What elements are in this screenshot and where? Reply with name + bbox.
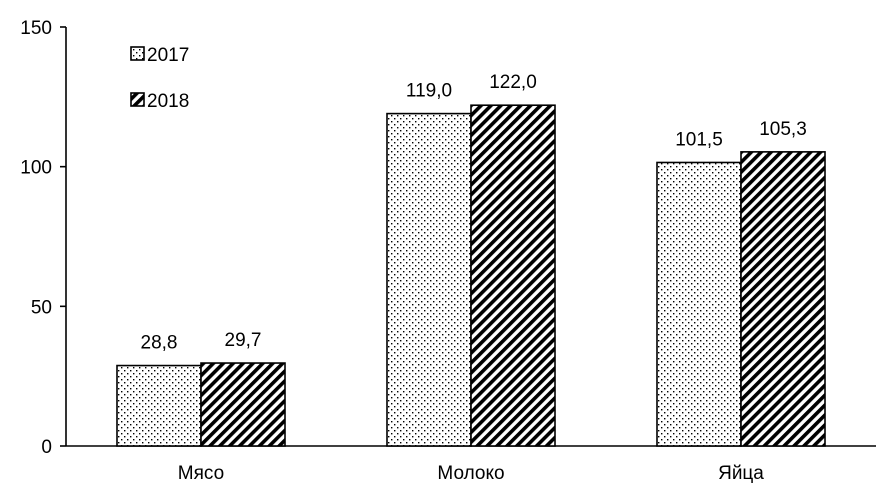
legend-label-2018: 2018 (147, 91, 189, 112)
data-labels: 28,8 29,7 119,0 122,0 101,5 105,3 (141, 72, 807, 353)
category-label: Яйца (718, 463, 764, 484)
legend: 2017 2018 (130, 45, 189, 112)
data-label-2017-0: 28,8 (141, 333, 178, 354)
category-label: Мясо (178, 463, 224, 484)
y-ticks: 0 50 100 150 (20, 18, 66, 458)
legend-label-2017: 2017 (147, 45, 189, 66)
bars (116, 104, 826, 447)
y-tick-label: 0 (41, 437, 52, 458)
bar-2018-0 (200, 362, 286, 447)
bar-2017-1 (386, 112, 472, 447)
data-label-2018-2: 105,3 (759, 119, 807, 140)
y-tick-label: 50 (31, 297, 52, 318)
bar-2017-0 (116, 364, 202, 447)
bar-2018-2 (740, 151, 826, 447)
data-label-2018-0: 29,7 (225, 330, 262, 351)
bar-2018-1 (470, 104, 556, 447)
category-labels: Мясо Молоко Яйца (178, 463, 765, 484)
data-label-2017-2: 101,5 (675, 129, 723, 150)
y-tick-label: 100 (20, 158, 52, 179)
data-label-2017-1: 119,0 (406, 81, 452, 102)
legend-swatch-2018 (130, 92, 145, 107)
data-label-2018-1: 122,0 (489, 72, 537, 93)
y-tick-label: 150 (20, 18, 52, 39)
bar-2017-2 (656, 161, 742, 447)
category-label: Молоко (437, 463, 504, 484)
legend-swatch-2017 (130, 46, 145, 61)
